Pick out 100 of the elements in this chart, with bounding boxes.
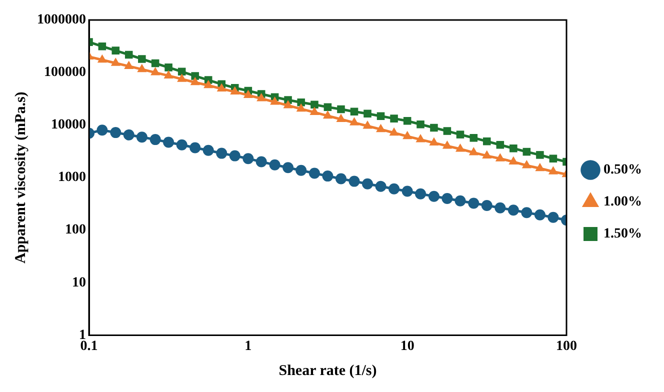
point	[164, 70, 174, 78]
point	[508, 204, 519, 216]
legend-label: 0.50%	[604, 162, 642, 178]
point	[190, 142, 201, 154]
point	[112, 46, 120, 54]
point	[390, 114, 398, 122]
y-tick-label: 1000000	[37, 12, 86, 28]
point	[549, 154, 558, 162]
point	[388, 183, 400, 194]
point	[443, 127, 452, 135]
point	[216, 148, 228, 159]
legend-label: 1.00%	[604, 194, 642, 210]
point	[310, 106, 320, 116]
point	[362, 178, 373, 190]
point	[151, 59, 160, 68]
point	[296, 103, 306, 112]
point	[456, 130, 464, 138]
y-tick-label: 1000	[58, 170, 86, 186]
point	[308, 168, 320, 179]
y-axis-title: Apparent viscosity (mPa.s)	[12, 92, 29, 264]
point	[256, 93, 266, 102]
point	[416, 134, 426, 142]
point	[429, 137, 439, 146]
point	[442, 140, 452, 149]
point	[522, 148, 531, 156]
point	[204, 80, 214, 88]
point	[296, 164, 307, 176]
point	[548, 212, 559, 223]
point	[349, 117, 360, 126]
point	[190, 76, 200, 86]
point	[310, 100, 318, 109]
point	[123, 129, 134, 140]
point	[455, 144, 466, 152]
point	[389, 127, 399, 136]
point	[110, 58, 120, 66]
point	[428, 190, 440, 202]
point	[508, 156, 518, 165]
point	[136, 132, 148, 143]
point	[376, 112, 385, 120]
point	[269, 159, 280, 170]
point	[454, 195, 466, 206]
point	[322, 110, 332, 119]
point	[348, 176, 360, 187]
point	[324, 103, 332, 111]
point	[176, 139, 188, 150]
point	[229, 150, 240, 162]
point	[96, 124, 108, 136]
point	[496, 140, 504, 149]
point	[468, 198, 480, 209]
point	[98, 42, 106, 50]
point	[178, 68, 186, 76]
point	[177, 74, 187, 82]
point	[375, 180, 386, 192]
point	[402, 130, 412, 140]
point	[336, 114, 346, 122]
y-tick-label: 10	[72, 275, 86, 290]
point	[337, 105, 345, 114]
point	[138, 55, 146, 63]
point	[270, 96, 280, 105]
point	[534, 209, 546, 220]
x-tick-label: 0.1	[80, 339, 98, 354]
y-tick-label: 10000	[51, 118, 86, 133]
point	[191, 72, 199, 80]
point	[510, 144, 518, 152]
point	[536, 151, 544, 159]
point	[482, 137, 491, 146]
point	[481, 200, 492, 211]
point	[548, 166, 558, 174]
x-tick-label: 100	[556, 339, 577, 354]
point	[202, 144, 214, 156]
point	[150, 134, 161, 146]
point	[495, 153, 505, 162]
point	[522, 160, 532, 168]
x-tick-label: 1	[244, 339, 252, 354]
point	[403, 117, 412, 125]
point	[124, 60, 134, 69]
point	[256, 156, 267, 168]
point	[243, 90, 253, 98]
point	[137, 64, 147, 72]
point	[322, 170, 334, 182]
point	[415, 188, 426, 200]
point	[124, 50, 133, 59]
point	[482, 150, 492, 159]
point	[97, 54, 107, 63]
point	[335, 173, 346, 184]
point	[470, 134, 478, 142]
x-tick-label: 10	[400, 339, 414, 354]
point	[494, 202, 506, 214]
point	[110, 127, 122, 138]
y-tick-label: 100	[65, 222, 86, 238]
point	[376, 124, 386, 132]
point	[242, 153, 254, 164]
point	[297, 98, 305, 106]
point	[230, 86, 240, 95]
point	[442, 193, 453, 204]
point	[416, 120, 424, 128]
point	[164, 64, 172, 72]
x-axis-title: Shear rate (1/s)	[278, 362, 377, 379]
point	[468, 147, 478, 156]
point	[430, 124, 438, 132]
